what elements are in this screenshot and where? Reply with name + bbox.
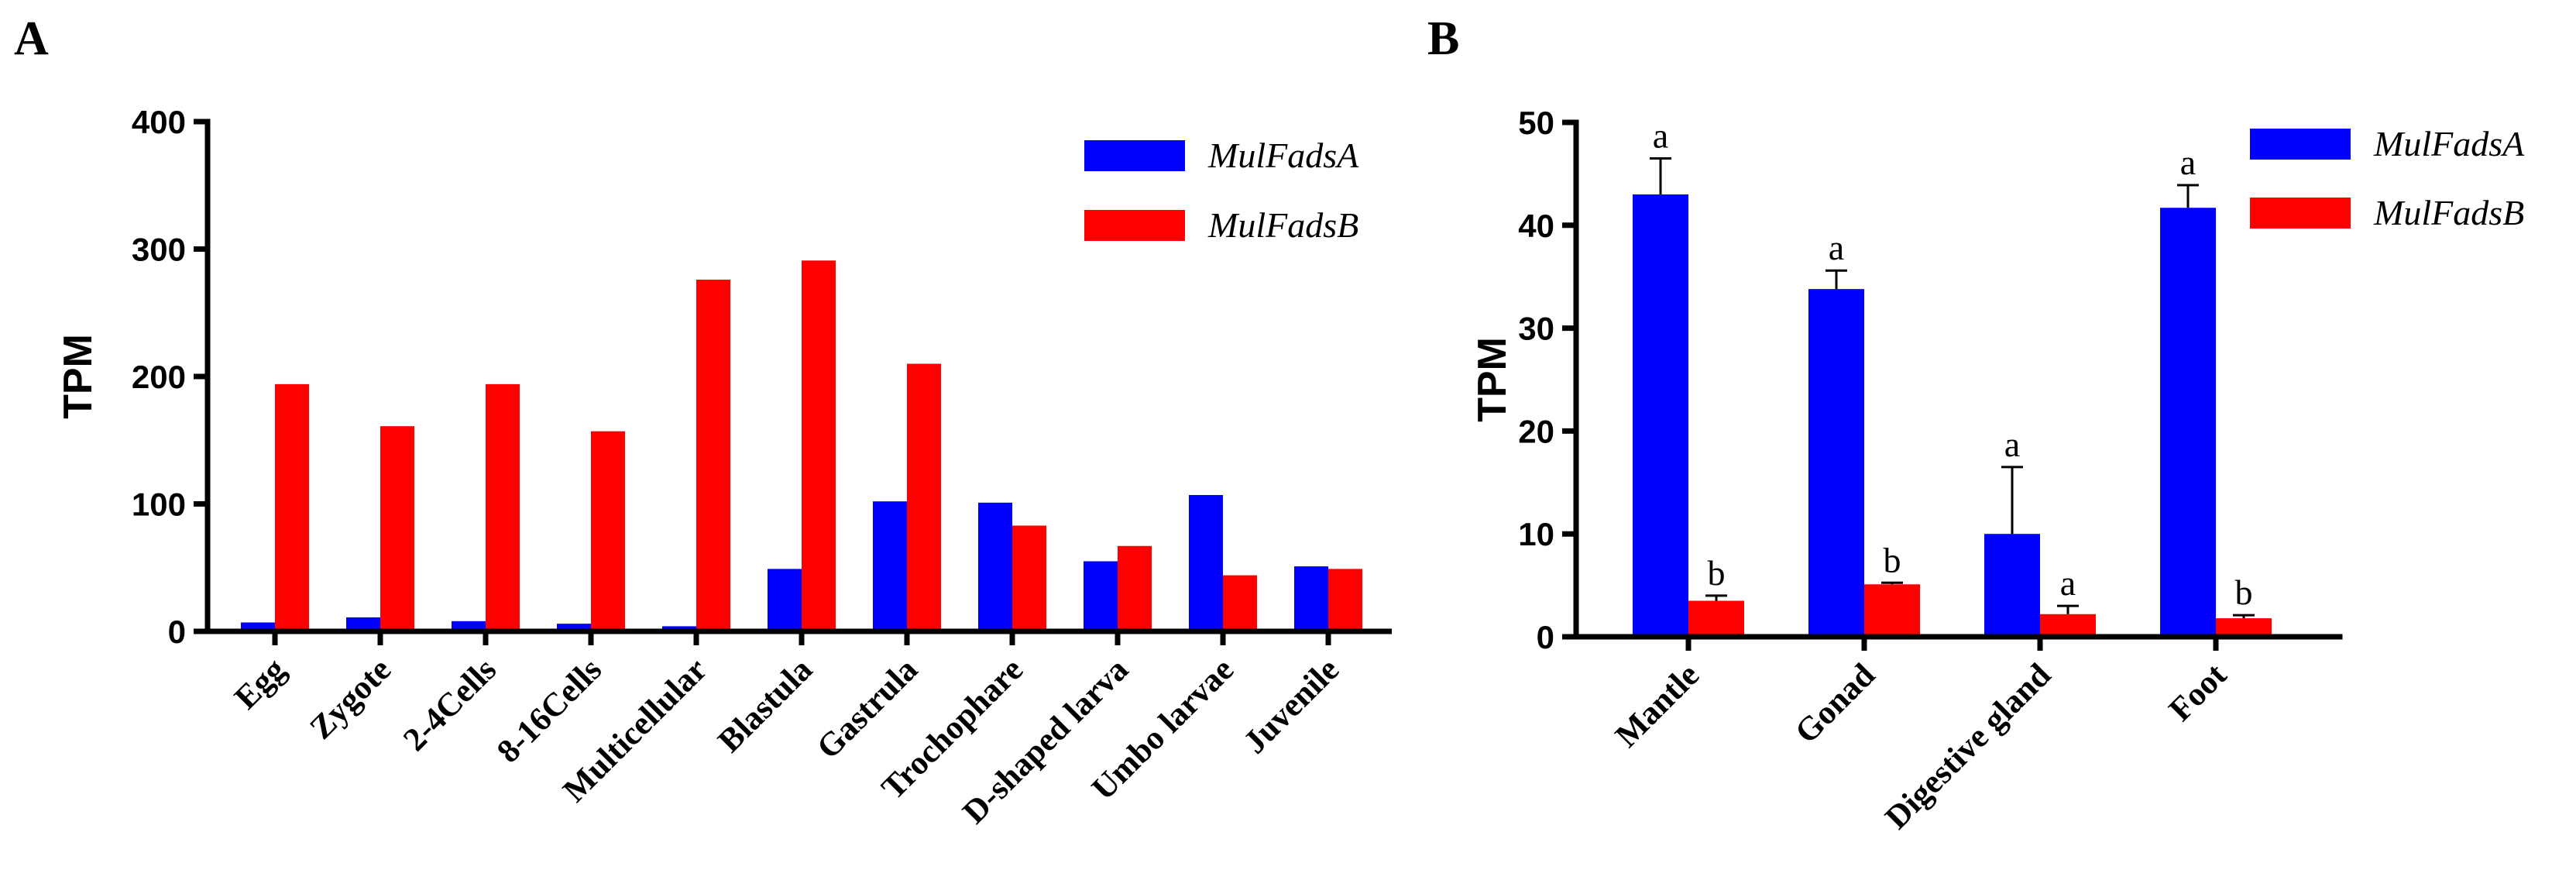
- y-axis-title: TPM: [56, 334, 101, 419]
- bar-mulfadsa-trochophare: [978, 502, 1012, 631]
- legend-swatch-mulfadsa: [2250, 129, 2351, 160]
- significance-label-mulfadsb-foot: b: [2235, 572, 2253, 612]
- legend-label-mulfadsa: MulFadsA: [1207, 136, 1359, 175]
- legend-label-mulfadsb: MulFadsB: [2373, 193, 2524, 232]
- significance-label-mulfadsb-gonad: b: [1884, 540, 1901, 579]
- bar-mulfadsa-d-shaped-larva: [1084, 561, 1118, 631]
- bar-mulfadsb-umbo-larvae: [1223, 575, 1257, 631]
- bar-mulfadsb-gonad: [1864, 584, 1920, 637]
- y-tick-label: 0: [168, 614, 186, 650]
- y-tick-label: 40: [1518, 208, 1554, 244]
- bar-mulfadsb-zygote: [380, 426, 414, 631]
- legend-label-mulfadsa: MulFadsA: [2373, 124, 2525, 163]
- x-tick-label-foot: Foot: [2162, 656, 2234, 728]
- x-tick-label-mantle: Mantle: [1609, 657, 1706, 755]
- y-tick-label: 20: [1518, 413, 1554, 449]
- panel-b-chart: 0 10 20 30 40 50 TPM a b a b a a a b Mantle GonadDigesti…: [1470, 105, 2525, 837]
- y-tick-label: 50: [1518, 105, 1554, 141]
- bar-mulfadsa-gastrula: [873, 501, 907, 631]
- x-tick-label-zygote: Zygote: [303, 651, 398, 747]
- legend-swatch-mulfadsb: [2250, 198, 2351, 229]
- significance-label-mulfadsb-digestive-gland: a: [2060, 563, 2076, 603]
- y-tick-label: 0: [1537, 619, 1554, 655]
- bar-mulfadsa-8-16cells: [557, 624, 591, 631]
- bar-mulfadsb-egg: [275, 383, 309, 631]
- y-axis-title: TPM: [1470, 337, 1515, 422]
- bar-mulfadsa-blastula: [768, 569, 802, 631]
- bar-mulfadsb-8-16cells: [591, 431, 625, 631]
- y-tick-label: 400: [132, 104, 186, 140]
- bar-mulfadsa-digestive-gland: [1984, 534, 2040, 637]
- bar-mulfadsa-egg: [241, 622, 275, 631]
- bar-mulfadsb-digestive-gland: [2040, 614, 2096, 637]
- bar-mulfadsa-umbo-larvae: [1189, 494, 1223, 631]
- legend-label-mulfadsb: MulFadsB: [1207, 205, 1358, 245]
- bar-mulfadsa-juvenile: [1294, 566, 1328, 631]
- significance-label-mulfadsa-mantle: a: [1653, 115, 1668, 155]
- bar-mulfadsb-blastula: [802, 260, 836, 631]
- bar-mulfadsb-juvenile: [1328, 569, 1362, 631]
- x-tick-label-blastula: Blastula: [711, 651, 819, 760]
- y-tick-label: 300: [132, 232, 186, 268]
- bar-mulfadsb-2-4cells: [486, 383, 520, 631]
- x-tick-label-digestive-gland: Digestive gland: [1878, 657, 2058, 837]
- bar-mulfadsb-gastrula: [907, 363, 941, 631]
- bar-mulfadsb-foot: [2216, 618, 2272, 637]
- bar-mulfadsa-mantle: [1633, 194, 1688, 637]
- significance-label-mulfadsb-mantle: b: [1708, 553, 1726, 593]
- significance-label-mulfadsa-foot: a: [2180, 143, 2196, 182]
- legend-swatch-mulfadsa: [1084, 140, 1185, 171]
- y-tick-label: 200: [132, 359, 186, 395]
- significance-label-mulfadsa-gonad: a: [1829, 228, 1844, 267]
- panel-a-letter: A: [14, 12, 49, 65]
- y-tick-label: 10: [1518, 516, 1554, 552]
- bar-mulfadsa-zygote: [346, 617, 380, 631]
- bar-mulfadsb-mantle: [1688, 600, 1744, 637]
- x-tick-label-2-4cells: 2-4Cells: [397, 651, 503, 758]
- panel-b-letter: B: [1427, 12, 1459, 65]
- x-tick-label-juvenile: Juvenile: [1237, 651, 1346, 761]
- x-tick-label-gonad: Gonad: [1788, 657, 1882, 751]
- bar-mulfadsa-foot: [2160, 208, 2216, 637]
- significance-label-mulfadsa-digestive-gland: a: [2004, 425, 2020, 464]
- bar-mulfadsb-multicellular: [696, 279, 730, 631]
- bar-mulfadsa-gonad: [1808, 289, 1864, 637]
- y-tick-label: 30: [1518, 311, 1554, 347]
- y-tick-label: 100: [132, 486, 186, 523]
- bar-mulfadsb-d-shaped-larva: [1118, 545, 1152, 631]
- x-tick-label-egg: Egg: [228, 651, 293, 716]
- bar-mulfadsb-trochophare: [1012, 525, 1046, 631]
- legend-swatch-mulfadsb: [1084, 210, 1185, 241]
